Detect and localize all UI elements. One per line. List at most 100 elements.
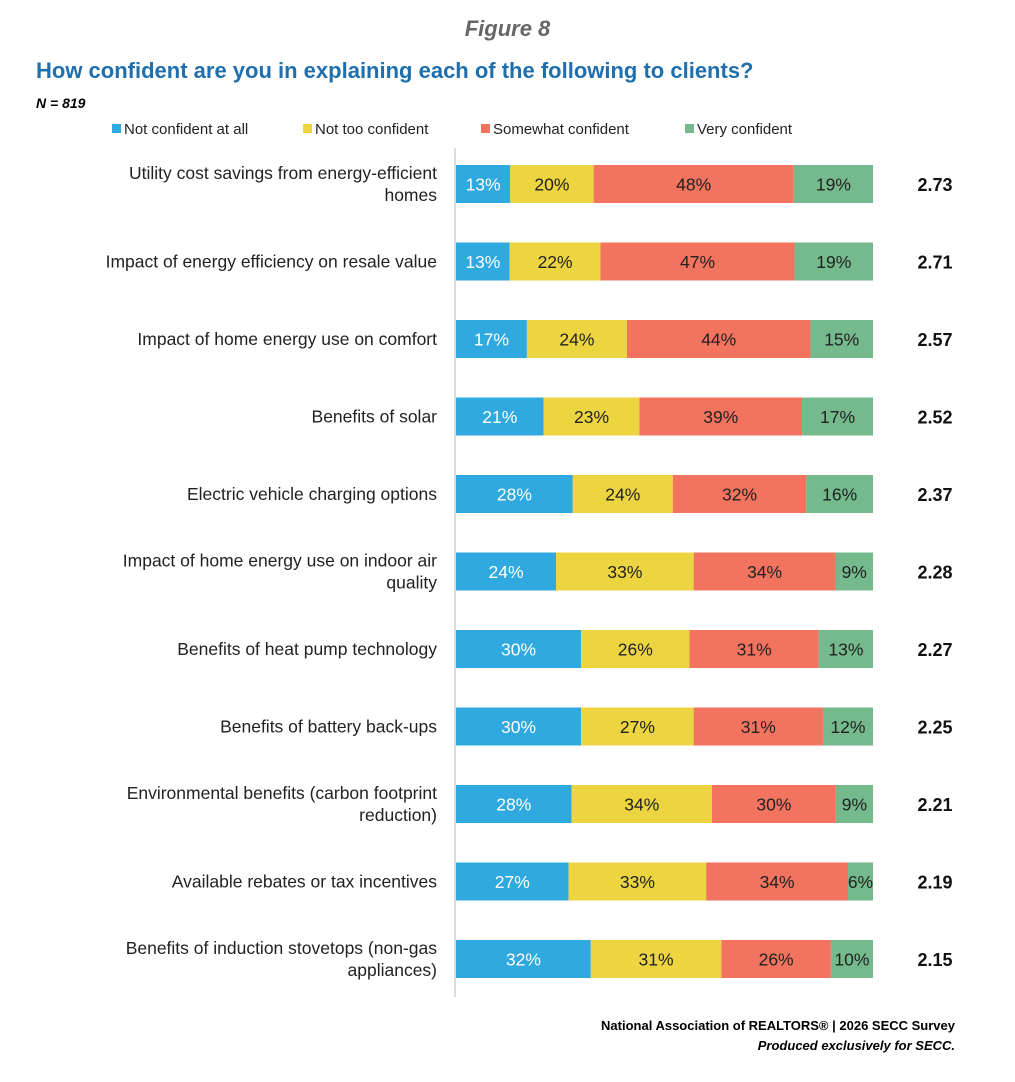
bar-segment-very-confident [835,552,873,591]
data-label: 24% [489,562,524,582]
bar-segment-very-confident [793,165,873,203]
data-label: 28% [497,485,532,505]
figure-label: Figure 8 [464,16,551,41]
data-label: 27% [620,717,655,737]
bar-segment-not-too-confident [581,630,690,668]
bar-segment-not-confident-at-all [456,475,573,513]
bar-row-5: Electric vehicle charging options 28% 24% 3… [187,475,953,513]
bar-segment-very-confident [818,630,873,668]
bar-segment-not-too-confident [556,552,694,591]
data-label: 19% [816,252,851,272]
category-label: Benefits of battery back-ups [220,717,437,737]
bar-segment-somewhat-confident [721,940,831,978]
data-label: 13% [828,640,863,660]
mean-score: 2.57 [917,330,952,350]
bar-segment-not-confident-at-all [456,862,569,901]
bar-segment-not-too-confident [590,940,722,978]
category-label: Benefits of heat pump technology [177,639,437,659]
mean-score: 2.25 [917,718,952,738]
bar-segment-somewhat-confident [689,630,819,668]
bar-segment-not-confident-at-all [456,165,511,203]
bar-segment-not-confident-at-all [456,320,527,358]
legend: Not confident at all Not too confident Som… [112,121,793,138]
bar-row-4: Benefits of solar 21% 23% 39% 17% 2.52 [312,397,953,436]
bar-segment-not-too-confident [581,707,694,746]
bar-segment-not-too-confident [526,320,627,358]
bar-row-1: Utility cost savings from energy-efficie… [129,163,953,205]
data-label: 13% [465,252,500,272]
data-label: 48% [676,175,711,195]
data-label: 15% [824,330,859,350]
legend-label-very-confident: Very confident [697,121,793,138]
data-label: 27% [495,872,530,892]
category-label: Available rebates or tax incentives [172,872,437,892]
bar-segment-not-too-confident [509,242,601,281]
data-label: 31% [737,640,772,660]
data-label: 34% [747,562,782,582]
bar-segment-not-too-confident [571,785,712,823]
data-label: 30% [501,717,536,737]
bar-row-7: Benefits of heat pump technology 30% 26% 31… [177,630,953,668]
bar-row-10: Available rebates or tax incentives 27% 33… [172,862,953,901]
data-label: 39% [703,407,738,427]
mean-score: 2.15 [917,950,952,970]
bar-segment-somewhat-confident [600,242,795,281]
category-label: Impact of energy efficiency on resale va… [106,252,437,272]
bar-segment-somewhat-confident [626,320,811,358]
data-label: 22% [538,252,573,272]
category-label: Benefits of induction stovetops (non-gas… [126,938,438,980]
mean-score: 2.37 [917,485,952,505]
legend-swatch-not-confident-at-all [112,124,121,133]
mean-score: 2.21 [917,795,952,815]
bar-segment-not-confident-at-all [456,630,582,668]
data-label: 23% [574,407,609,427]
data-label: 17% [474,330,509,350]
category-label: Utility cost savings from energy-efficie… [129,163,437,205]
bar-segment-somewhat-confident [706,862,848,901]
data-label: 20% [534,175,569,195]
legend-swatch-not-too-confident [303,124,312,133]
data-label: 6% [848,872,873,892]
bar-row-3: Impact of home energy use on comfort 17% 2… [137,320,953,358]
bar-row-2: Impact of energy efficiency on resale va… [106,242,953,281]
data-label: 9% [842,562,867,582]
category-label: Benefits of solar [312,407,438,427]
mean-score: 2.52 [917,408,952,428]
legend-swatch-somewhat-confident [481,124,490,133]
data-label: 9% [842,795,867,815]
legend-swatch-very-confident [685,124,694,133]
legend-label-not-too-confident: Not too confident [315,121,429,138]
category-label: Environmental benefits (carbon footprint… [127,783,437,825]
bar-segment-very-confident [847,862,873,901]
legend-label-somewhat-confident: Somewhat confident [493,121,630,138]
data-label: 28% [496,795,531,815]
bar-segment-not-confident-at-all [456,242,510,281]
data-label: 30% [756,795,791,815]
chart-title: How confident are you in explaining each… [36,58,754,83]
bar-segment-not-confident-at-all [456,707,582,746]
mean-score: 2.71 [917,253,952,273]
bar-segment-somewhat-confident [639,397,803,436]
bar-segment-very-confident [806,475,873,513]
bar-segment-not-confident-at-all [456,785,572,823]
data-label: 32% [722,485,757,505]
bar-segment-very-confident [810,320,873,358]
data-label: 32% [506,950,541,970]
bar-segment-not-too-confident [572,475,673,513]
bar-row-11: Benefits of induction stovetops (non-gas… [126,938,953,980]
bar-segment-very-confident [822,707,873,746]
category-label: Electric vehicle charging options [187,484,437,504]
bar-segment-somewhat-confident [672,475,807,513]
bar-row-6: Impact of home energy use on indoor air q… [123,551,953,593]
data-label: 10% [834,950,869,970]
data-label: 13% [466,175,501,195]
data-label: 34% [624,795,659,815]
data-label: 21% [482,407,517,427]
mean-score: 2.73 [917,175,952,195]
bar-segment-somewhat-confident [593,165,794,203]
data-label: 19% [816,175,851,195]
bar-segment-very-confident [794,242,873,281]
data-label: 44% [701,330,736,350]
bar-segment-not-too-confident [510,165,594,203]
data-label: 12% [830,717,865,737]
